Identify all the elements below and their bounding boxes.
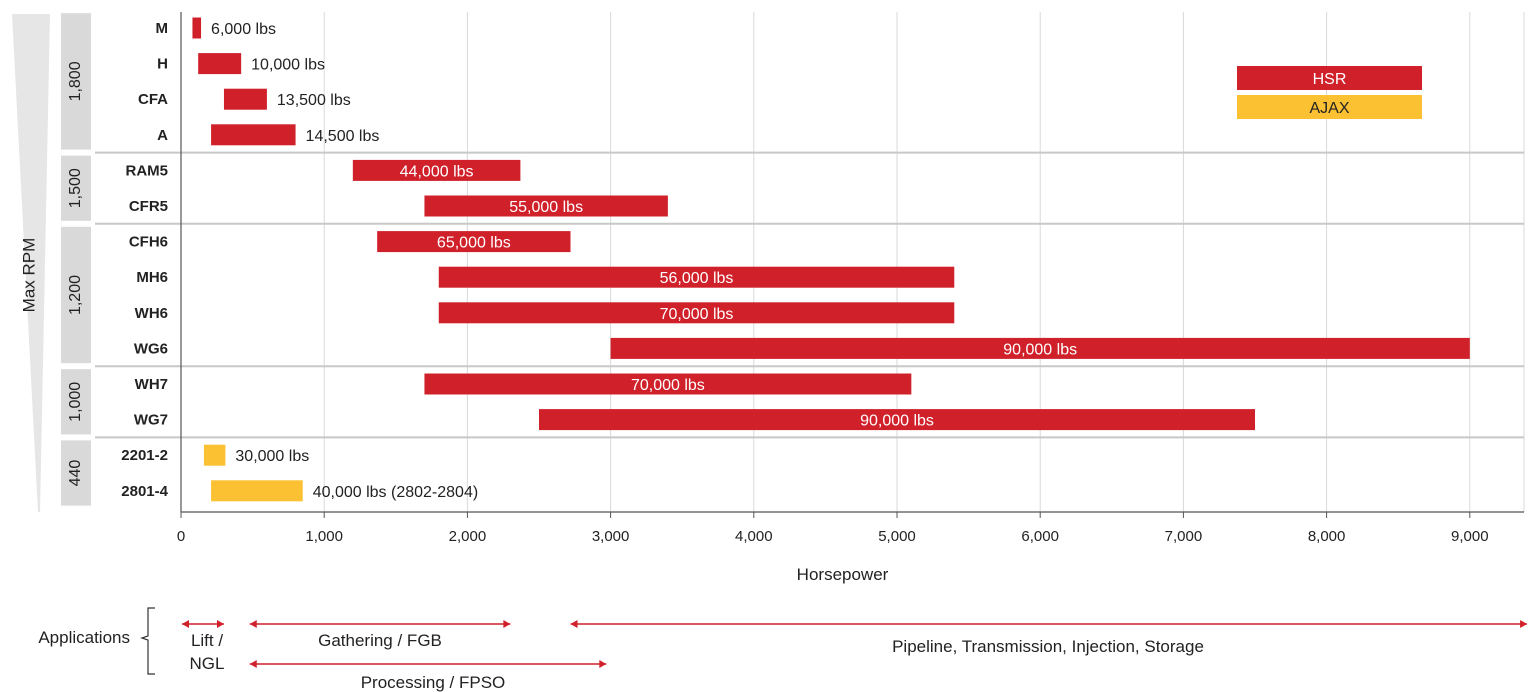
application-range-arrow-head-left <box>182 620 189 628</box>
bar-data-label: 10,000 lbs <box>251 57 325 74</box>
bar-data-label: 90,000 lbs <box>1003 341 1077 358</box>
model-label: A <box>157 127 168 144</box>
bar <box>352 159 521 181</box>
rpm-group-layer: 1,800 M H CFA A 1,500 RAM5 CFR5 1,200 CFH6 MH6 WH6 W… <box>61 13 1524 506</box>
x-tick-label: 2,000 <box>449 528 487 545</box>
rpm-group-band <box>61 13 91 150</box>
bar-data-label: 56,000 lbs <box>660 270 734 287</box>
legend: HSR AJAX <box>1237 66 1422 119</box>
model-label: CFA <box>138 91 168 108</box>
application-range-label: Pipeline, Transmission, Injection, Stora… <box>892 637 1204 656</box>
application-range-label: Processing / FPSO <box>361 673 506 692</box>
bar-data-label: 40,000 lbs (2802-2804) <box>313 484 478 501</box>
bar-data-label: 70,000 lbs <box>631 377 705 394</box>
rpm-group-label: 1,200 <box>67 275 84 315</box>
application-range-arrow-head-right <box>599 660 607 668</box>
model-label: WG7 <box>134 412 168 429</box>
bar <box>223 88 267 110</box>
applications-section: Applications Lift / NGL Gathering / FGB Pro… <box>38 607 1528 692</box>
application-range-label: Lift / <box>191 631 223 650</box>
x-axis-layer: Horsepower 0 1,000 2,000 3,000 4,000 5,000 6,0… <box>177 12 1524 584</box>
rpm-group-label: 1,800 <box>67 61 84 101</box>
rpm-group-label: 1,000 <box>67 382 84 422</box>
model-label: CFR5 <box>129 198 168 215</box>
application-range-label: Gathering / FGB <box>318 631 442 650</box>
model-label: MH6 <box>136 269 168 286</box>
bar-data-label: 6,000 lbs <box>211 21 276 38</box>
bar-data-label: 44,000 lbs <box>400 163 474 180</box>
application-range-arrow-head-right <box>1520 620 1528 628</box>
x-tick-label: 5,000 <box>878 528 916 545</box>
bar <box>438 302 955 324</box>
application-range-arrow-head-right <box>503 620 511 628</box>
max-rpm-wedge <box>12 14 50 512</box>
application-range-arrow-head-left <box>570 620 578 628</box>
x-tick-label: 7,000 <box>1165 528 1203 545</box>
model-label: 2201-2 <box>121 447 168 464</box>
application-range-arrow-head-left <box>249 660 257 668</box>
grid-layer <box>323 12 1525 512</box>
model-label: M <box>156 20 169 37</box>
model-label: RAM5 <box>125 162 168 179</box>
x-tick-label: 8,000 <box>1308 528 1346 545</box>
model-label: WG6 <box>134 340 168 357</box>
y-axis-layer: Max RPM <box>12 14 50 512</box>
legend-swatch <box>1237 66 1422 90</box>
bar-data-label: 55,000 lbs <box>509 199 583 216</box>
y-axis-title: Max RPM <box>19 238 38 313</box>
model-label: WH7 <box>135 376 168 393</box>
x-tick-label: 3,000 <box>592 528 630 545</box>
application-range-label: NGL <box>190 654 225 673</box>
bar-data-label: 13,500 lbs <box>277 92 351 109</box>
bar-data-label: 90,000 lbs <box>860 413 934 430</box>
rpm-group-band <box>61 226 91 364</box>
bar-data-label: 65,000 lbs <box>437 235 511 252</box>
bars-layer: 6,000 lbs 10,000 lbs 13,500 lbs 14,500 lbs 4… <box>192 17 1470 502</box>
x-tick-label: 1,000 <box>305 528 343 545</box>
bar <box>539 409 1255 431</box>
rpm-group-band <box>61 369 91 435</box>
model-label: CFH6 <box>129 234 168 251</box>
bar <box>211 124 296 146</box>
x-tick-label: 0 <box>177 528 185 545</box>
bar <box>211 480 303 502</box>
application-range-arrow-head-right <box>216 620 224 628</box>
x-tick-label: 4,000 <box>735 528 773 545</box>
bar <box>610 337 1470 359</box>
legend-label: HSR <box>1313 71 1347 88</box>
x-tick-label: 6,000 <box>1021 528 1059 545</box>
legend-label: AJAX <box>1309 100 1349 117</box>
model-label: H <box>157 56 168 73</box>
applications-bracket <box>140 607 155 675</box>
application-range-arrow-head-left <box>249 620 257 628</box>
bar <box>198 53 242 75</box>
bar <box>203 444 226 466</box>
legend-swatch <box>1237 95 1422 119</box>
bar <box>377 231 571 253</box>
x-tick-label: 9,000 <box>1451 528 1489 545</box>
x-axis-title: Horsepower <box>797 565 889 584</box>
rpm-group-band <box>61 440 91 506</box>
rpm-group-label: 440 <box>67 460 84 487</box>
model-label: WH6 <box>135 305 168 322</box>
bar-data-label: 14,500 lbs <box>306 128 380 145</box>
bar <box>438 266 955 288</box>
applications-title: Applications <box>38 628 130 647</box>
rpm-group-band <box>61 155 91 221</box>
bar <box>192 17 202 39</box>
rpm-group-label: 1,500 <box>67 168 84 208</box>
bar <box>424 373 912 395</box>
bar-data-label: 70,000 lbs <box>660 306 734 323</box>
bar <box>424 195 668 217</box>
bar-data-label: 30,000 lbs <box>235 448 309 465</box>
model-label: 2801-4 <box>121 483 168 500</box>
